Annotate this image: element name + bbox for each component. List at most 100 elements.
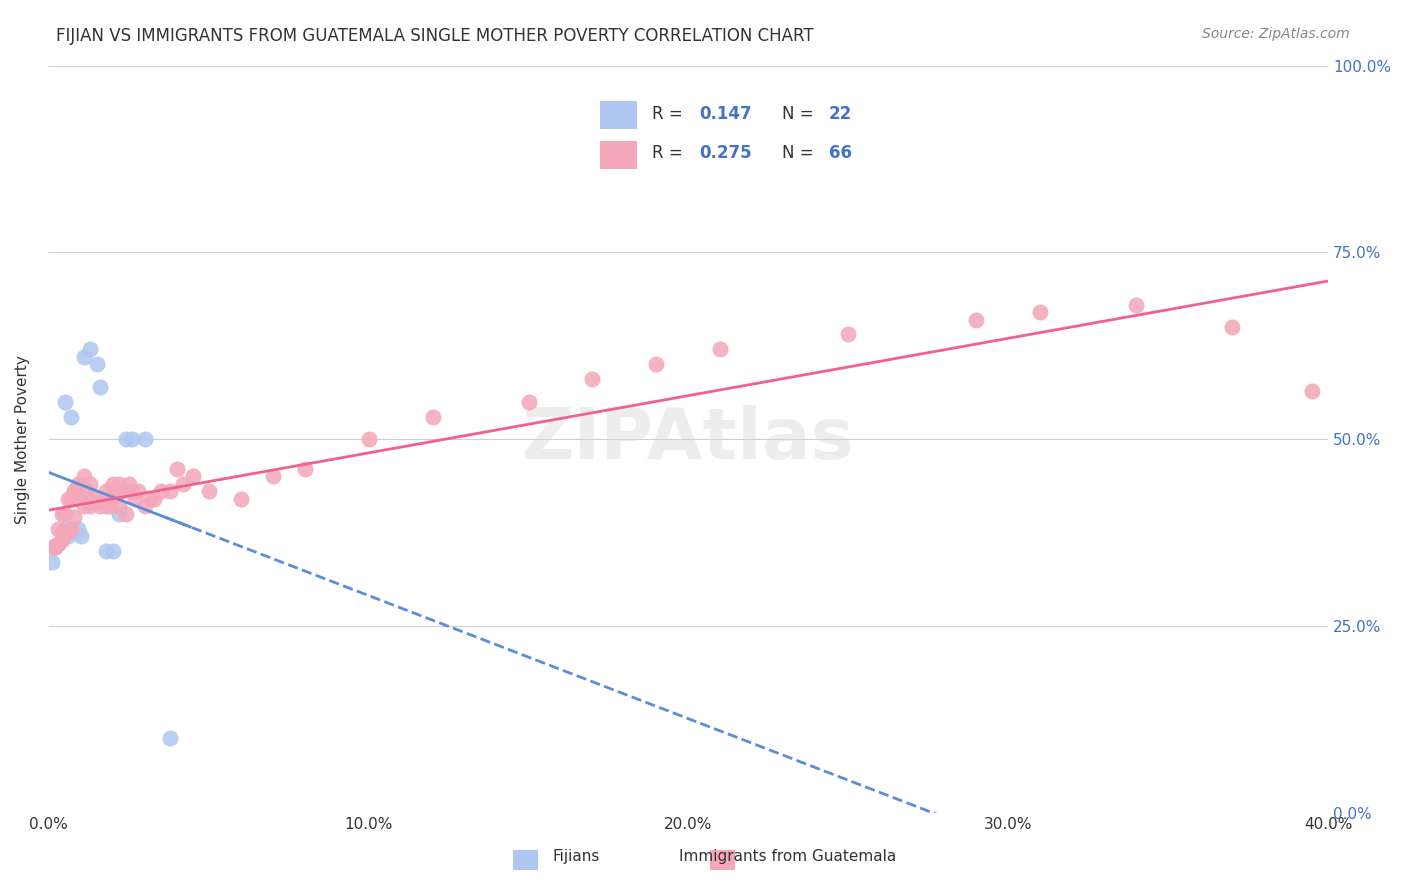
Point (60, 491, 83, 506)
Point (46, 522, 69, 536)
Point (63, 484, 86, 499)
Point (60, 409, 83, 424)
Point (83, 495, 105, 509)
Point (86, 491, 108, 506)
Point (229, 491, 252, 506)
Point (76, 484, 98, 499)
Text: Source: ZipAtlas.com: Source: ZipAtlas.com (1202, 27, 1350, 41)
Text: 0.147: 0.147 (699, 105, 751, 123)
Point (837, 327, 859, 342)
Point (51, 533, 73, 547)
Point (121, 484, 143, 499)
Point (262, 469, 284, 483)
Point (1220, 320, 1243, 334)
Point (96, 544, 118, 558)
Point (69, 476, 91, 491)
Point (172, 476, 194, 491)
Point (114, 432, 136, 446)
Point (143, 491, 166, 506)
Point (517, 394, 540, 409)
Point (46, 536, 69, 550)
Point (121, 432, 143, 446)
Point (63, 510, 86, 524)
Point (118, 476, 141, 491)
Text: R =: R = (652, 105, 689, 123)
Point (101, 544, 124, 558)
Point (124, 491, 146, 506)
Point (1125, 298, 1147, 312)
Point (114, 507, 136, 521)
Point (181, 469, 204, 483)
Point (709, 343, 731, 357)
Text: Fijians: Fijians (553, 849, 600, 863)
Point (645, 357, 668, 371)
Point (79, 343, 101, 357)
Point (134, 500, 156, 514)
Point (51, 507, 73, 521)
Point (134, 432, 156, 446)
FancyBboxPatch shape (600, 141, 637, 169)
Text: 22: 22 (828, 105, 852, 123)
Point (1029, 305, 1052, 319)
Point (69, 484, 91, 499)
Point (41, 555, 63, 569)
Text: 0.275: 0.275 (699, 145, 751, 162)
Point (51, 525, 73, 540)
Point (44, 541, 66, 555)
Point (56, 525, 79, 540)
Point (108, 476, 131, 491)
Point (139, 491, 162, 506)
Point (111, 484, 134, 499)
Point (44, 541, 66, 555)
Text: 66: 66 (828, 145, 852, 162)
Point (581, 372, 603, 386)
Point (53, 525, 76, 540)
Point (96, 500, 118, 514)
Point (56, 491, 79, 506)
Point (79, 500, 101, 514)
Point (46, 536, 69, 550)
Point (86, 357, 108, 371)
FancyBboxPatch shape (600, 101, 637, 129)
Point (63, 484, 86, 499)
Point (53, 507, 76, 521)
Text: R =: R = (652, 145, 689, 162)
Point (66, 488, 89, 502)
Point (104, 484, 127, 499)
Point (91, 491, 114, 506)
Point (159, 484, 181, 499)
Point (76, 484, 98, 499)
Point (108, 500, 131, 514)
Point (89, 500, 111, 514)
Text: N =: N = (782, 145, 820, 162)
Text: Immigrants from Guatemala: Immigrants from Guatemala (679, 849, 896, 863)
Point (53, 394, 76, 409)
Point (79, 476, 101, 491)
Point (69, 529, 91, 543)
Point (73, 500, 96, 514)
Point (41, 541, 63, 555)
Point (101, 476, 124, 491)
Point (1301, 384, 1323, 398)
Point (66, 476, 89, 491)
Point (96, 484, 118, 499)
Point (73, 350, 96, 364)
Text: FIJIAN VS IMMIGRANTS FROM GUATEMALA SINGLE MOTHER POVERTY CORRELATION CHART: FIJIAN VS IMMIGRANTS FROM GUATEMALA SING… (56, 27, 814, 45)
Point (108, 507, 131, 521)
Text: ZIPAtlas: ZIPAtlas (522, 405, 855, 474)
Y-axis label: Single Mother Poverty: Single Mother Poverty (15, 355, 30, 524)
Point (197, 484, 219, 499)
Point (159, 731, 181, 745)
Point (56, 529, 79, 543)
Point (166, 462, 188, 476)
Point (357, 432, 380, 446)
Point (60, 522, 83, 536)
Point (73, 469, 96, 483)
Point (98, 491, 121, 506)
Point (149, 484, 172, 499)
Point (422, 409, 444, 424)
Point (127, 484, 149, 499)
Point (98, 500, 121, 514)
Point (53, 522, 76, 536)
Point (66, 522, 89, 536)
